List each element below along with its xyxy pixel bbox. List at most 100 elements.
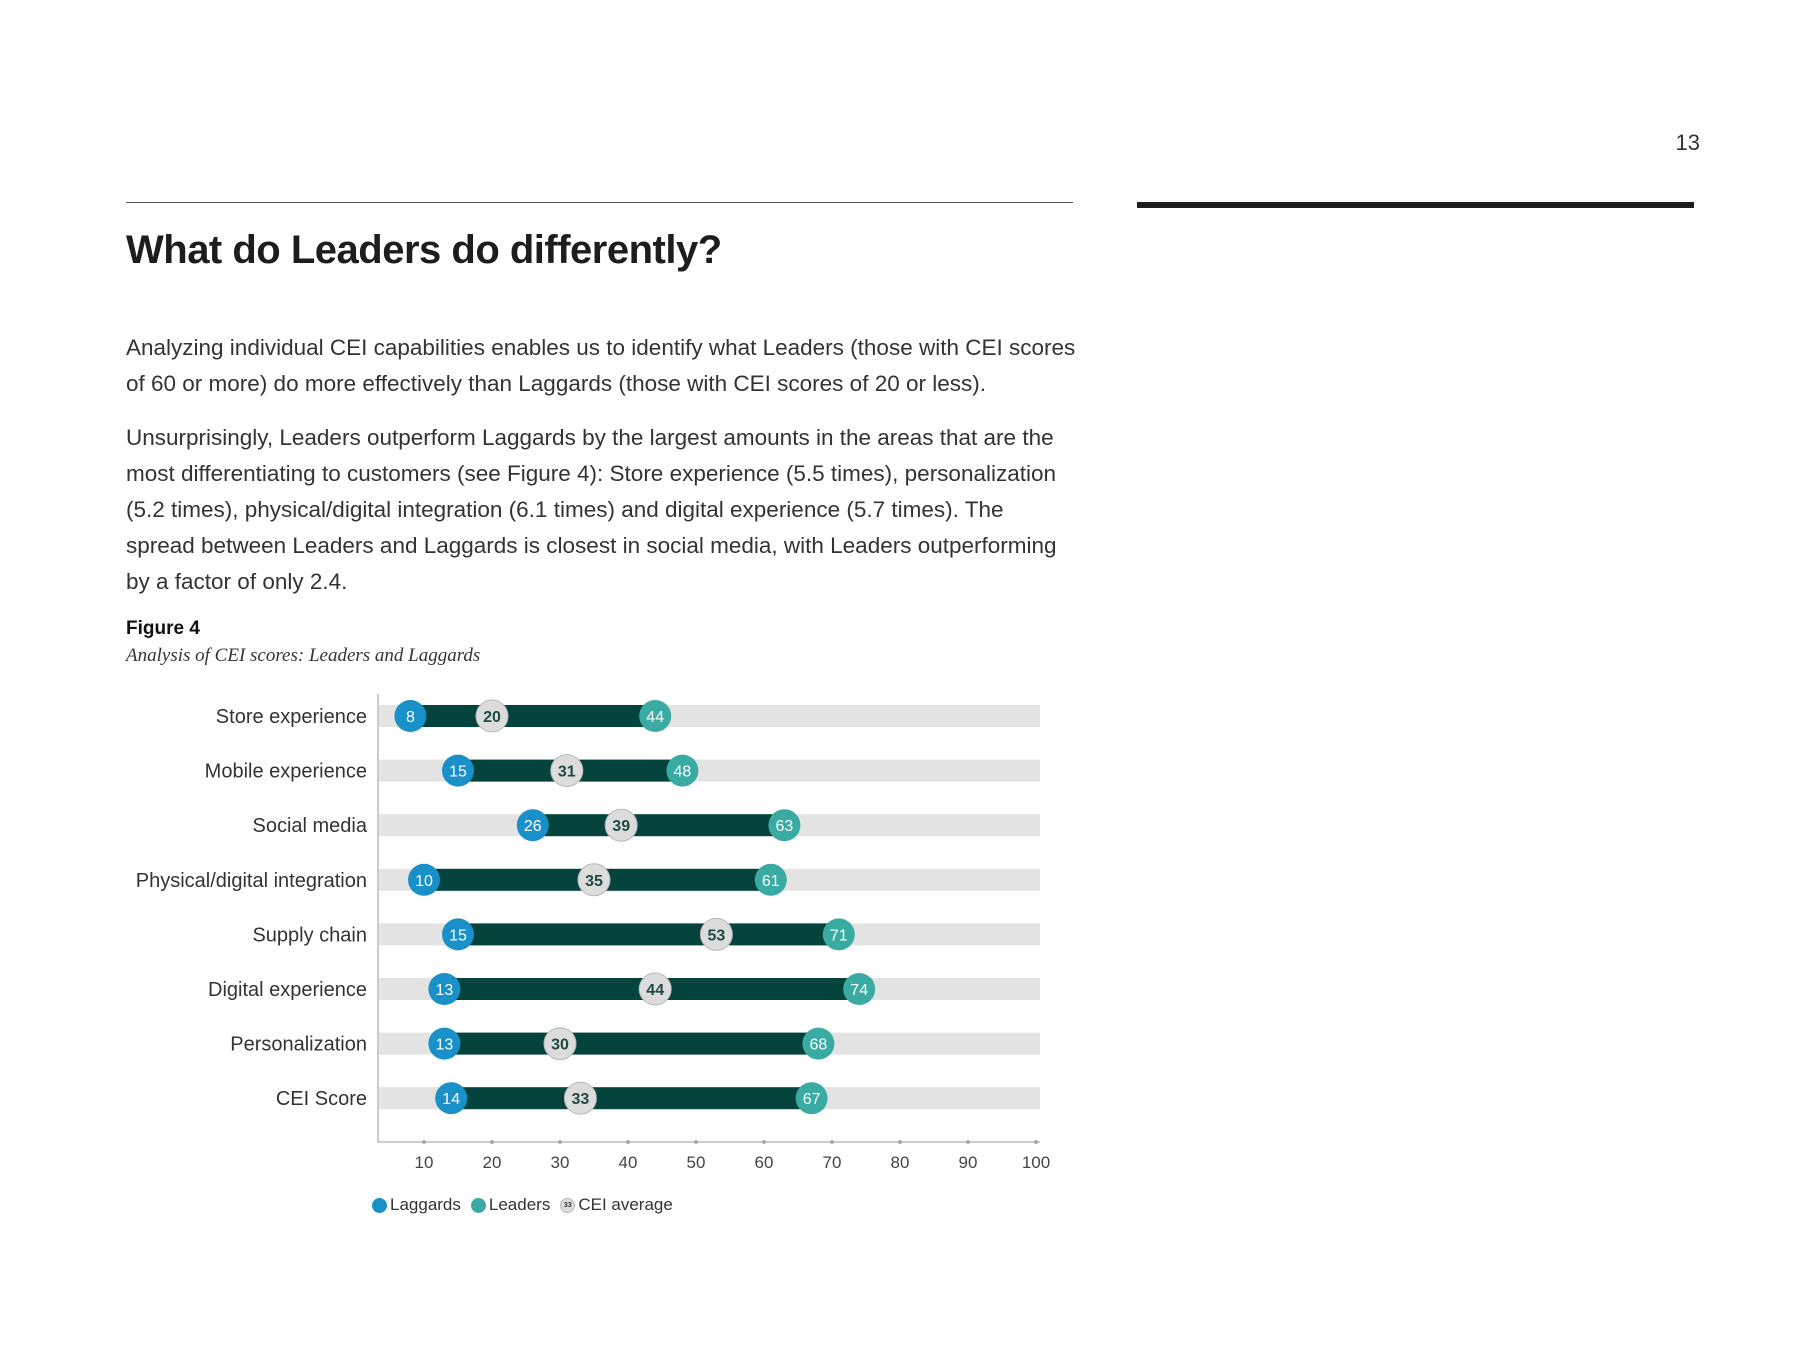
average-marker (604, 808, 638, 842)
x-tick-mark (490, 1140, 494, 1144)
x-tick-mark (626, 1140, 630, 1144)
leaders-marker (822, 918, 855, 951)
average-marker (638, 972, 672, 1006)
average-marker (543, 1027, 577, 1061)
laggards-marker (516, 809, 549, 842)
average-value-label: 44 (646, 982, 664, 999)
leaders-value-label: 67 (803, 1091, 821, 1108)
leaders-marker (843, 973, 876, 1005)
category-label: Digital experience (208, 979, 367, 1001)
x-tick-mark (762, 1140, 766, 1144)
average-marker (550, 754, 584, 788)
leaders-value-label: 71 (830, 927, 848, 944)
average-marker (699, 917, 733, 951)
legend-swatch-average: 33 (560, 1197, 576, 1213)
x-tick-label: 50 (687, 1153, 706, 1172)
header-rule-left (126, 202, 1073, 203)
category-label: Supply chain (252, 924, 367, 946)
chart-legend: Laggards Leaders 33 CEI average (372, 1195, 683, 1215)
laggards-marker (408, 863, 440, 896)
leaders-marker (666, 754, 699, 787)
laggards-value-label: 8 (406, 709, 415, 726)
average-marker (563, 1081, 597, 1115)
laggards-marker (428, 1027, 461, 1060)
laggards-value-label: 15 (449, 764, 467, 781)
laggards-value-label: 15 (449, 927, 467, 944)
range-bar (451, 1087, 812, 1110)
leaders-marker (795, 1082, 828, 1115)
range-bar (410, 705, 656, 727)
x-tick-mark (966, 1140, 970, 1144)
x-tick-label: 70 (823, 1153, 842, 1172)
legend-item-laggards: Laggards (372, 1195, 461, 1215)
x-tick-label: 80 (891, 1153, 910, 1172)
average-marker (577, 863, 611, 897)
average-value-label: 53 (708, 927, 726, 944)
category-label: Personalization (230, 1034, 367, 1056)
laggards-value-label: 26 (524, 818, 542, 835)
dumbbell-chart: 10 20 30 40 50 60 70 80 90 100 Store experience 8 44… (136, 694, 1050, 1172)
leaders-value-label: 68 (810, 1037, 828, 1054)
leaders-value-label: 63 (776, 818, 794, 835)
x-tick-mark (694, 1140, 698, 1144)
figure-label: Figure 4 (126, 618, 200, 639)
body-paragraph-2: Unsurprisingly, Leaders outperform Lagga… (126, 425, 1057, 594)
x-tick-label: 90 (959, 1153, 978, 1172)
average-value-label: 35 (585, 873, 603, 890)
category-label: Physical/digital integration (136, 870, 367, 892)
legend-item-leaders: Leaders (470, 1195, 551, 1215)
laggards-marker (442, 918, 474, 951)
x-tick-mark (898, 1140, 902, 1144)
range-bar (532, 814, 785, 837)
x-tick-label: 10 (415, 1153, 434, 1172)
average-value-label: 33 (572, 1091, 590, 1108)
category-label: CEI Score (276, 1088, 367, 1110)
laggards-value-label: 10 (415, 873, 433, 890)
leaders-value-label: 61 (762, 873, 780, 890)
header-rule-right (1137, 202, 1694, 208)
x-tick-label: 40 (619, 1153, 638, 1172)
laggards-marker (428, 973, 461, 1005)
legend-swatch-leaders (470, 1197, 486, 1213)
laggards-value-label: 14 (442, 1091, 460, 1108)
average-value-label: 31 (558, 764, 576, 781)
body-paragraph-1: Analyzing individual CEI capabilities en… (126, 335, 1076, 396)
page-number: 13 (1675, 130, 1700, 155)
laggards-value-label: 13 (436, 1037, 454, 1054)
leaders-marker (768, 809, 801, 842)
average-value-label: 20 (483, 709, 501, 726)
leaders-value-label: 74 (850, 982, 868, 999)
legend-label-leaders: Leaders (488, 1195, 551, 1214)
figure-caption: Analysis of CEI scores: Leaders and Lagg… (126, 645, 481, 666)
average-value-label: 30 (551, 1037, 569, 1054)
x-tick-mark (830, 1140, 834, 1144)
legend-swatch-laggards (372, 1197, 387, 1213)
x-tick-mark (422, 1140, 426, 1144)
laggards-marker (394, 700, 427, 732)
legend-label-laggards: Laggards (390, 1195, 461, 1214)
leaders-value-label: 48 (674, 764, 692, 781)
x-tick-label: 20 (483, 1153, 502, 1172)
average-value-label: 39 (612, 818, 630, 835)
leaders-marker (639, 700, 672, 732)
page-title: What do Leaders do differently? (126, 228, 722, 272)
x-tick-label: 60 (755, 1153, 774, 1172)
x-tick-label: 30 (551, 1153, 570, 1172)
range-bar (458, 923, 839, 946)
category-label: Mobile experience (205, 761, 367, 783)
laggards-value-label: 13 (436, 982, 454, 999)
laggards-marker (442, 754, 474, 787)
leaders-value-label: 44 (646, 709, 664, 726)
leaders-marker (802, 1027, 835, 1060)
leaders-marker (754, 863, 787, 896)
x-tick-mark (558, 1140, 562, 1144)
category-label: Store experience (216, 706, 367, 728)
x-tick-label: 100 (1022, 1153, 1050, 1172)
category-label: Social media (252, 815, 367, 837)
legend-label-average: CEI average (578, 1195, 673, 1214)
range-bar (444, 1032, 819, 1055)
laggards-marker (435, 1082, 468, 1115)
legend-item-average: 33 CEI average (560, 1195, 673, 1215)
average-marker (475, 699, 509, 733)
x-tick-mark (1034, 1140, 1038, 1144)
